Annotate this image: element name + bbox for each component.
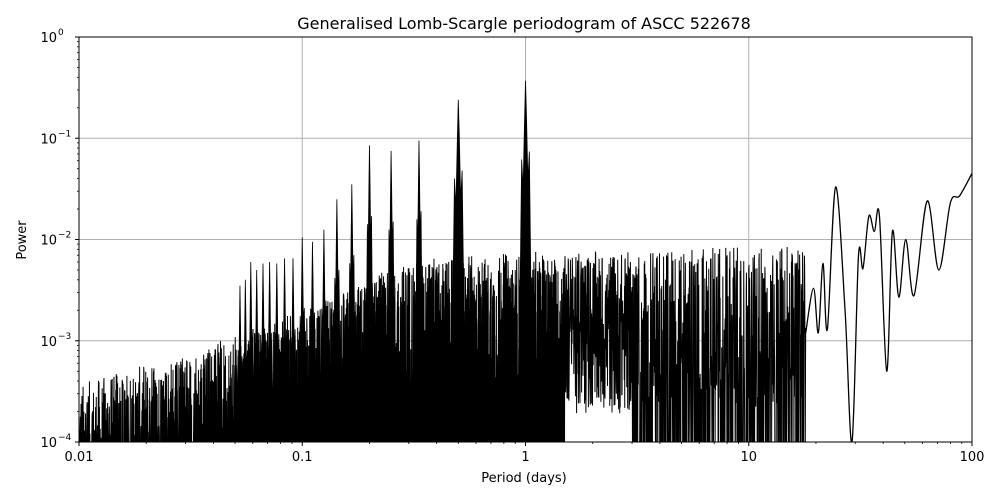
y-tick-exponent: −2 (58, 231, 71, 241)
alias-peak (386, 150, 396, 442)
x-axis-label: Period (days) (481, 471, 567, 486)
chart-title: Generalised Lomb-Scargle periodogram of … (297, 14, 751, 33)
y-tick-exponent: −3 (58, 332, 71, 342)
y-axis-label: Power (15, 220, 30, 260)
alias-peak (450, 99, 466, 442)
y-tick-exponent: 0 (58, 28, 64, 38)
alias-peak (297, 237, 307, 442)
alias-peak (258, 263, 268, 442)
axis-ticks (75, 36, 973, 446)
y-tick-exponent: −4 (58, 433, 72, 443)
alias-peak (265, 261, 274, 442)
x-tick-label: 100 (960, 450, 985, 465)
y-tick-label: 10 (40, 335, 57, 350)
y-tick-label: 10 (40, 436, 57, 451)
long-period-curve (805, 173, 972, 442)
alias-peak (288, 258, 298, 442)
x-tick-label: 1 (521, 450, 529, 465)
alias-peak (347, 184, 357, 442)
alias-peak (280, 258, 289, 442)
alias-peak (332, 199, 342, 442)
y-tick-exponent: −1 (58, 129, 71, 139)
x-tick-label: 0.1 (292, 450, 313, 465)
x-tick-labels: 0.01 0.1 1 10 100 (65, 450, 985, 465)
alias-peak (414, 140, 424, 442)
power-series-line (79, 80, 972, 442)
x-tick-label: 10 (740, 450, 757, 465)
alias-peak (517, 80, 534, 442)
y-tick-label: 10 (40, 132, 57, 147)
x-tick-label: 0.01 (65, 450, 94, 465)
alias-peak (319, 229, 329, 442)
alias-peak (308, 241, 317, 442)
y-tick-label: 10 (40, 31, 57, 46)
alias-peak (365, 145, 374, 442)
y-tick-label: 10 (40, 234, 57, 249)
alias-peak (272, 263, 282, 442)
